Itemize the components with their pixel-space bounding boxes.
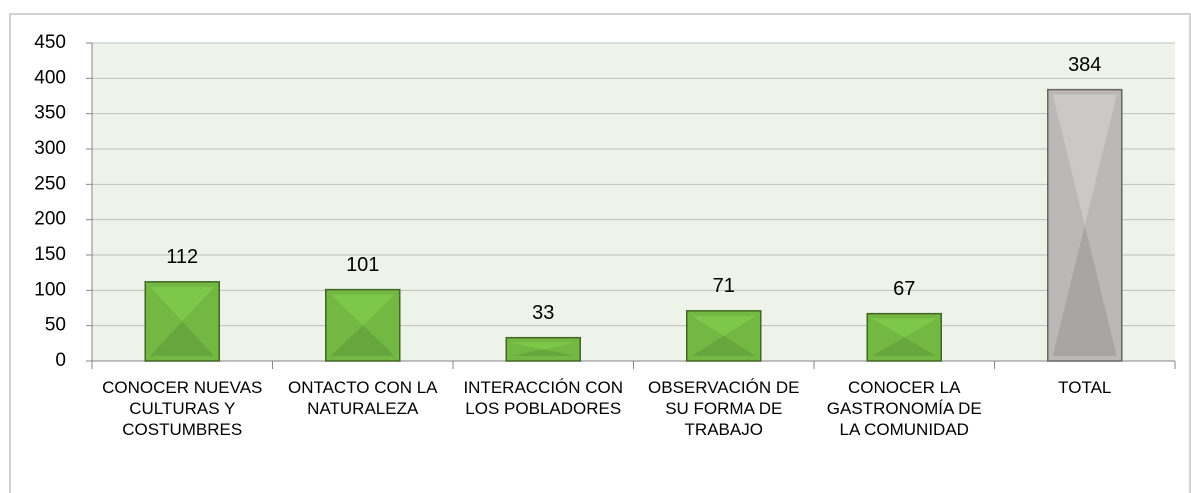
y-tick-label: 300 xyxy=(34,138,66,159)
y-tick-label: 100 xyxy=(34,279,66,300)
bar-bevel xyxy=(1052,225,1117,356)
data-label: 33 xyxy=(532,302,554,324)
bar-bevel xyxy=(511,342,576,350)
x-tick-label: TOTAL xyxy=(1058,378,1112,397)
x-tick-label: CONOCER LA GASTRONOMÍA DE LA COMUNIDAD xyxy=(826,378,982,439)
bar-bevel xyxy=(872,337,937,356)
bar-bevel xyxy=(1052,94,1117,226)
data-label: 101 xyxy=(346,254,379,276)
data-label: 384 xyxy=(1068,54,1101,76)
bar-bevel xyxy=(691,315,756,336)
bar-bevel xyxy=(330,325,395,356)
y-tick-label: 400 xyxy=(34,67,66,88)
data-label: 112 xyxy=(166,246,198,268)
data-label: 67 xyxy=(893,278,915,300)
plot-area xyxy=(92,43,1175,361)
x-tick-label: ONTACTO CON LA NATURALEZA xyxy=(287,378,438,418)
y-tick-label: 150 xyxy=(34,244,66,265)
bar-bevel xyxy=(150,286,215,322)
y-tick-label: 50 xyxy=(45,315,66,336)
y-tick-label: 450 xyxy=(34,32,66,53)
bar-bevel xyxy=(330,294,395,326)
y-tick-label: 250 xyxy=(34,173,66,194)
data-label: 71 xyxy=(713,275,735,297)
x-tick-label: OBSERVACIÓN DE SU FORMA DE TRABAJO xyxy=(648,378,800,439)
y-tick-label: 0 xyxy=(55,350,66,371)
x-tick-label: INTERACCIÓN CON LOS POBLADORES xyxy=(463,378,624,418)
chart-border xyxy=(9,13,1191,493)
bar-bevel xyxy=(150,321,215,356)
y-tick-label: 200 xyxy=(34,209,66,230)
y-tick-label: 350 xyxy=(34,103,66,124)
x-tick-label: CONOCER NUEVAS CULTURAS Y COSTUMBRES xyxy=(102,378,263,439)
bar-bevel xyxy=(691,335,756,356)
bar-bevel xyxy=(511,349,576,356)
bar-bevel xyxy=(872,318,937,338)
